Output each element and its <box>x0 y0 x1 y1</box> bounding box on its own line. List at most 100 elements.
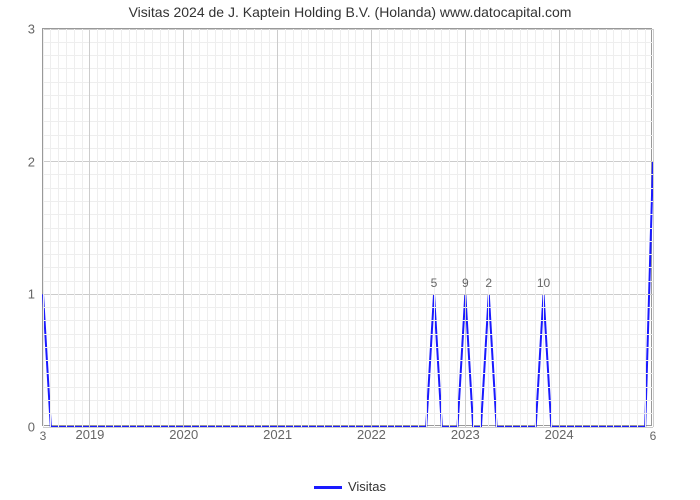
grid-v-minor <box>613 29 614 427</box>
grid-v-minor <box>269 29 270 427</box>
grid-v-minor <box>301 29 302 427</box>
grid-v-minor <box>551 29 552 427</box>
y-tick-label: 1 <box>28 287 43 302</box>
grid-v-minor <box>543 29 544 427</box>
grid-v-minor <box>504 29 505 427</box>
grid-v-minor <box>566 29 567 427</box>
grid-v-major <box>559 29 560 427</box>
value-label: 2 <box>485 276 492 290</box>
chart-container: Visitas 2024 de J. Kaptein Holding B.V. … <box>0 0 700 500</box>
legend-label: Visitas <box>348 479 386 494</box>
grid-v-minor <box>160 29 161 427</box>
grid-v-minor <box>418 29 419 427</box>
grid-v-minor <box>136 29 137 427</box>
grid-v-minor <box>387 29 388 427</box>
grid-v-minor <box>488 29 489 427</box>
x-tick-label: 2024 <box>545 425 574 442</box>
grid-v-minor <box>457 29 458 427</box>
grid-v-minor <box>637 29 638 427</box>
grid-v-major <box>371 29 372 427</box>
grid-v-minor <box>261 29 262 427</box>
grid-v-minor <box>215 29 216 427</box>
x-tick-label: 2023 <box>451 425 480 442</box>
grid-v-minor <box>191 29 192 427</box>
grid-v-minor <box>230 29 231 427</box>
grid-v-major <box>653 29 654 427</box>
grid-v-major <box>89 29 90 427</box>
grid-v-major <box>277 29 278 427</box>
grid-v-minor <box>238 29 239 427</box>
y-tick-label: 3 <box>28 22 43 37</box>
grid-v-major <box>183 29 184 427</box>
grid-v-minor <box>598 29 599 427</box>
grid-v-minor <box>441 29 442 427</box>
grid-v-minor <box>293 29 294 427</box>
grid-v-major <box>465 29 466 427</box>
grid-v-minor <box>574 29 575 427</box>
grid-v-minor <box>410 29 411 427</box>
grid-v-minor <box>527 29 528 427</box>
grid-v-minor <box>105 29 106 427</box>
grid-v-minor <box>199 29 200 427</box>
grid-v-minor <box>285 29 286 427</box>
grid-v-minor <box>43 29 44 427</box>
grid-v-minor <box>222 29 223 427</box>
grid-v-minor <box>379 29 380 427</box>
grid-v-minor <box>340 29 341 427</box>
grid-v-minor <box>394 29 395 427</box>
x-tick-label: 2020 <box>169 425 198 442</box>
grid-v-minor <box>434 29 435 427</box>
grid-v-minor <box>308 29 309 427</box>
grid-v-minor <box>363 29 364 427</box>
value-label: 5 <box>431 276 438 290</box>
grid-v-minor <box>332 29 333 427</box>
grid-v-minor <box>66 29 67 427</box>
grid-v-minor <box>629 29 630 427</box>
value-label: 6 <box>650 429 657 443</box>
grid-v-minor <box>324 29 325 427</box>
chart-title: Visitas 2024 de J. Kaptein Holding B.V. … <box>0 4 700 20</box>
grid-v-minor <box>512 29 513 427</box>
grid-v-minor <box>207 29 208 427</box>
grid-v-minor <box>82 29 83 427</box>
grid-v-minor <box>175 29 176 427</box>
grid-v-minor <box>168 29 169 427</box>
value-label: 10 <box>537 276 550 290</box>
grid-v-minor <box>590 29 591 427</box>
grid-v-minor <box>520 29 521 427</box>
grid-v-minor <box>535 29 536 427</box>
grid-v-minor <box>621 29 622 427</box>
grid-v-minor <box>426 29 427 427</box>
y-tick-label: 2 <box>28 154 43 169</box>
grid-v-minor <box>355 29 356 427</box>
grid-v-minor <box>129 29 130 427</box>
legend: Visitas <box>0 479 700 494</box>
x-tick-label: 2021 <box>263 425 292 442</box>
grid-v-minor <box>74 29 75 427</box>
grid-v-minor <box>50 29 51 427</box>
grid-v-minor <box>254 29 255 427</box>
grid-v-minor <box>144 29 145 427</box>
x-tick-label: 2022 <box>357 425 386 442</box>
grid-v-minor <box>473 29 474 427</box>
grid-v-minor <box>449 29 450 427</box>
plot-area: 01232019202020212022202320243592106 <box>42 28 652 426</box>
grid-v-minor <box>316 29 317 427</box>
grid-v-minor <box>348 29 349 427</box>
x-tick-label: 2019 <box>75 425 104 442</box>
grid-v-minor <box>582 29 583 427</box>
grid-v-minor <box>480 29 481 427</box>
grid-v-minor <box>97 29 98 427</box>
grid-v-minor <box>606 29 607 427</box>
grid-v-minor <box>113 29 114 427</box>
grid-v-minor <box>645 29 646 427</box>
grid-v-minor <box>121 29 122 427</box>
grid-v-minor <box>152 29 153 427</box>
value-label: 9 <box>462 276 469 290</box>
value-label: 3 <box>40 429 47 443</box>
grid-v-minor <box>58 29 59 427</box>
grid-v-minor <box>496 29 497 427</box>
grid-v-minor <box>402 29 403 427</box>
legend-swatch <box>314 486 342 489</box>
grid-v-minor <box>246 29 247 427</box>
